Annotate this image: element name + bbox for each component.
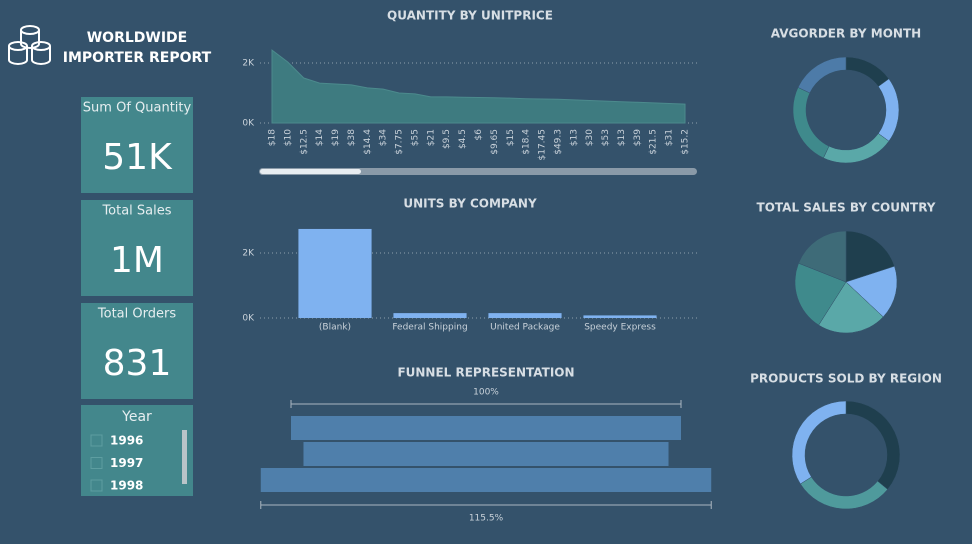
x-tick-label: $30 (585, 129, 595, 146)
x-tick-label: $9.5 (442, 129, 452, 149)
pie-slice (794, 262, 847, 326)
y-tick-label: 2K (242, 59, 255, 69)
x-tick-label: $49.3 (553, 129, 563, 155)
x-tick-label: $18 (268, 129, 278, 146)
x-tick-label: $15.2 (681, 129, 691, 155)
coins-icon (8, 25, 51, 66)
funnel-label: 115.5% (469, 514, 504, 524)
x-tick-label: $15 (506, 129, 516, 146)
x-tick-label: $10 (283, 129, 293, 146)
area (271, 49, 686, 124)
funnel-bracket (260, 501, 712, 509)
x-tick-label: $39 (633, 129, 643, 146)
chart-title: QUANTITY BY UNITPRICE (387, 9, 553, 23)
x-tick-label: $13 (617, 129, 627, 146)
kpi-label: Total Orders (97, 307, 176, 322)
x-tick-label: $53 (601, 129, 611, 146)
header-title: IMPORTER REPORT (63, 50, 212, 66)
donut-slice (797, 56, 847, 94)
header-title: WORLDWIDE (87, 30, 188, 46)
slicer-scrollbar (182, 430, 187, 484)
x-tick-label: $6 (474, 129, 484, 141)
slicer (81, 405, 193, 496)
x-tick-label: $13 (569, 129, 579, 146)
pie-slice (818, 281, 884, 334)
x-tick-label: United Package (490, 323, 560, 333)
x-tick-label: $21.5 (649, 129, 659, 155)
x-tick-label: Speedy Express (584, 323, 656, 333)
kpi-card (81, 303, 193, 399)
pie-slice (845, 230, 895, 283)
chart-title: UNITS BY COMPANY (403, 197, 537, 211)
chart-title: PRODUCTS SOLD BY REGION (750, 372, 942, 386)
kpi-label: Total Sales (101, 204, 171, 219)
x-tick-label: $9.65 (490, 129, 500, 155)
x-tick-label: $38 (347, 129, 357, 146)
y-tick-label: 0K (242, 119, 255, 129)
kpi-value: 831 (103, 343, 172, 384)
bar (583, 315, 657, 318)
funnel-label: 100% (473, 388, 499, 398)
x-tick-label: $19 (331, 129, 341, 146)
funnel-bar (303, 442, 669, 466)
kpi-value: 1M (110, 240, 164, 281)
chart-title: AVGORDER BY MONTH (771, 27, 921, 41)
slicer-item: 1998 (110, 479, 143, 493)
x-tick-label: $14.4 (363, 129, 373, 155)
donut-slice (791, 400, 847, 485)
slicer-item: 1996 (110, 434, 143, 448)
kpi-label: Sum Of Quantity (83, 101, 192, 116)
kpi-card (81, 97, 193, 193)
y-tick-label: 2K (242, 249, 255, 259)
x-tick-label: $12.5 (299, 129, 309, 155)
slicer-title: Year (121, 409, 152, 425)
checkbox[interactable] (90, 434, 103, 447)
x-tick-label: $55 (410, 129, 420, 146)
scrollbar[interactable] (259, 168, 697, 175)
bar (393, 313, 467, 318)
x-tick-label: (Blank) (319, 323, 351, 333)
kpi-card (81, 200, 193, 296)
x-tick-label: $31 (665, 129, 675, 146)
scrollbar-thumb[interactable] (260, 169, 361, 174)
funnel-bar (260, 468, 712, 492)
x-tick-label: $34 (379, 129, 389, 146)
bar (488, 313, 562, 318)
x-tick-label: $21 (426, 129, 436, 146)
slicer-item: 1997 (110, 456, 143, 470)
checkbox[interactable] (90, 479, 103, 492)
x-tick-label: $18.4 (522, 129, 532, 155)
funnel-bracket (290, 400, 682, 408)
pie-slice (798, 230, 847, 283)
x-tick-label: $14 (315, 129, 325, 146)
y-tick-label: 0K (242, 314, 255, 324)
kpi-value: 51K (102, 137, 173, 178)
chart-title: TOTAL SALES BY COUNTRY (757, 201, 936, 215)
funnel-bar (291, 416, 681, 440)
x-tick-label: $7.75 (395, 129, 405, 155)
pie-slice (845, 265, 898, 318)
checkbox[interactable] (90, 457, 103, 469)
chart-title: FUNNEL REPRESENTATION (397, 366, 574, 380)
x-tick-label: $17.45 (538, 129, 548, 161)
x-tick-label: $4.5 (458, 129, 468, 149)
bar (298, 228, 372, 318)
x-tick-label: Federal Shipping (392, 323, 467, 333)
